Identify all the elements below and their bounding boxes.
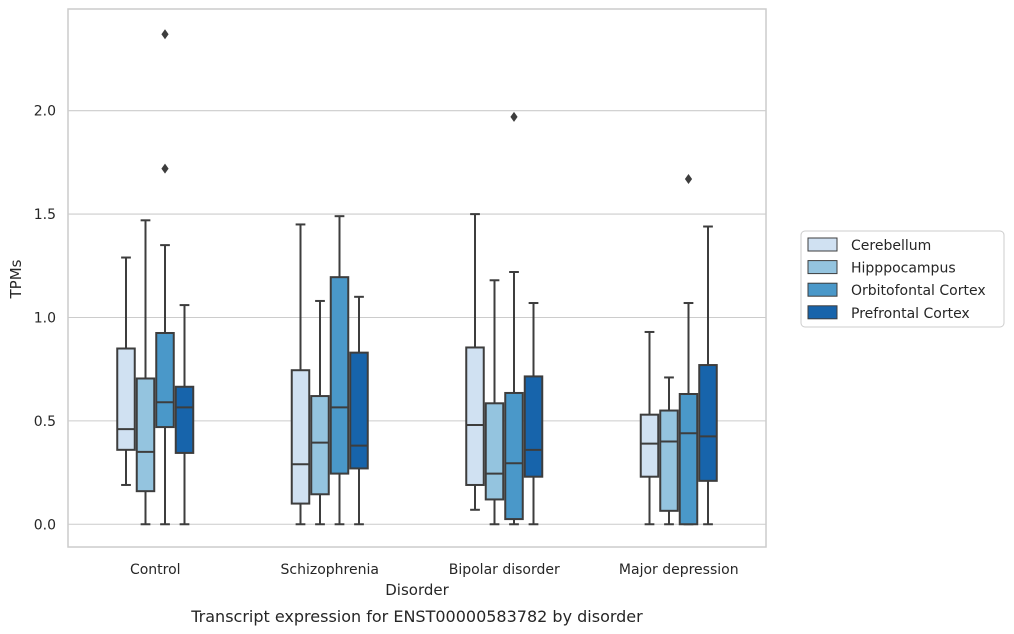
plot-border	[67, 8, 767, 548]
legend: Cerebellum Hipppocampus Orbitofontal Corte…	[800, 230, 1005, 328]
legend-entry-label: Orbitofontal Cortex	[851, 283, 986, 299]
box-body	[174, 385, 195, 454]
x-tick-label: Major depression	[619, 562, 739, 578]
box-body	[523, 375, 544, 478]
box-body	[484, 402, 505, 501]
box	[155, 29, 175, 526]
y-tick-label: 1.0	[34, 310, 56, 326]
box	[504, 111, 524, 526]
box-body	[135, 377, 156, 493]
box	[484, 279, 505, 526]
box	[174, 304, 195, 526]
y-tick-label: 2.0	[34, 104, 56, 120]
outlier-point	[510, 111, 518, 122]
legend-swatch	[807, 305, 838, 320]
outlier-point	[161, 29, 169, 40]
box-body	[290, 369, 311, 505]
legend-swatch	[807, 237, 838, 252]
box-body	[504, 391, 524, 521]
box-body	[639, 413, 660, 478]
y-axis-label: TPMs	[7, 259, 25, 299]
box-body	[678, 392, 699, 526]
box-body	[659, 409, 679, 512]
box	[659, 376, 679, 526]
box	[310, 299, 330, 526]
x-tick-label: Schizophrenia	[281, 562, 379, 578]
legend-entry-label: Hipppocampus	[851, 261, 956, 277]
y-tick-label: 1.5	[34, 207, 56, 223]
box	[329, 215, 350, 526]
box-series-group	[116, 29, 718, 526]
box-body	[465, 346, 485, 486]
box-body	[329, 276, 350, 475]
box-body	[698, 364, 718, 482]
x-axis-label: Disorder	[385, 581, 449, 599]
box-body	[116, 347, 136, 451]
x-tick-label: Bipolar disorder	[449, 562, 560, 578]
box	[116, 256, 136, 486]
box	[465, 213, 485, 511]
box	[523, 302, 544, 526]
legend-entry-label: Cerebellum	[851, 238, 931, 254]
box-body	[349, 351, 369, 470]
box-body	[155, 331, 175, 429]
box	[349, 295, 369, 526]
x-axis-ticks: Control Schizophrenia Bipolar disorder Majo…	[130, 562, 739, 578]
y-axis-ticks: 0.0 0.5 1.0 1.5 2.0	[34, 104, 56, 534]
box	[698, 225, 718, 526]
plot-frame	[67, 8, 767, 548]
box	[639, 330, 660, 526]
y-tick-label: 0.5	[34, 414, 56, 430]
legend-swatch	[807, 260, 838, 275]
chart-caption: Transcript expression for ENST0000058378…	[190, 607, 643, 626]
outlier-point	[684, 173, 693, 184]
legend-box	[800, 230, 1005, 328]
box	[290, 223, 311, 526]
box	[678, 173, 699, 526]
outlier-point	[161, 163, 169, 174]
x-tick-label: Control	[130, 562, 181, 578]
box-body	[310, 395, 330, 496]
legend-entry-label: Prefrontal Cortex	[851, 306, 970, 322]
legend-swatch	[807, 282, 838, 297]
box	[135, 219, 156, 526]
y-tick-label: 0.0	[34, 517, 56, 533]
